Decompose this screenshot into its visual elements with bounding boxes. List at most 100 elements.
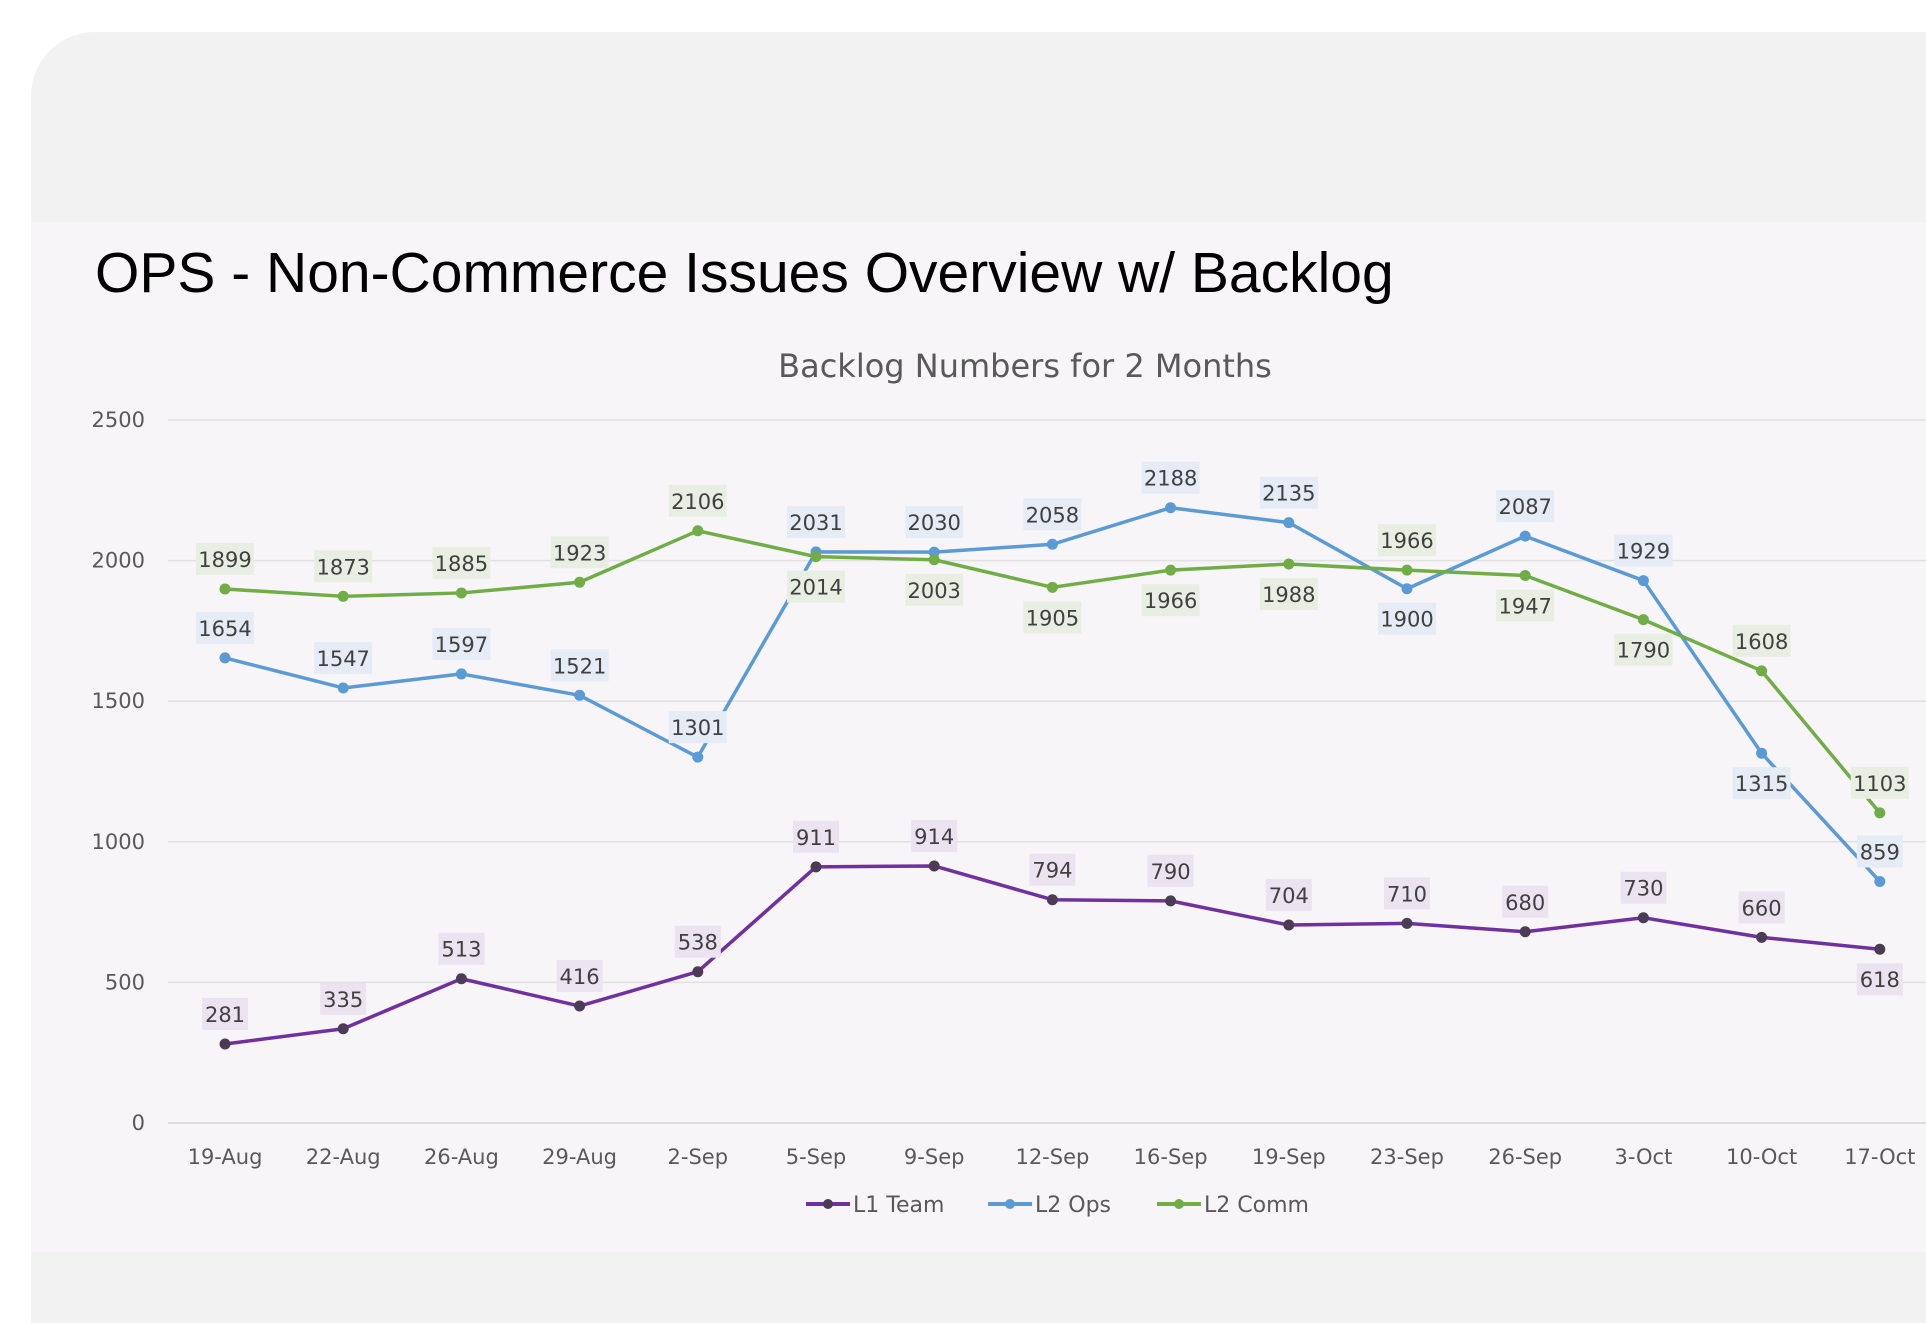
data-point-l1-team xyxy=(337,1023,349,1035)
data-label-text: 730 xyxy=(1623,877,1663,901)
data-label-text: 618 xyxy=(1860,968,1900,992)
data-label-text: 1103 xyxy=(1853,772,1906,796)
data-label-bg xyxy=(1378,602,1436,635)
data-label-text: 1947 xyxy=(1498,595,1551,619)
chart-panel xyxy=(31,222,1926,1252)
data-label-l2-ops: 1597 xyxy=(432,627,491,660)
x-tick-label: 9-Sep xyxy=(904,1145,965,1169)
legend-swatch-marker xyxy=(823,1199,833,1209)
data-label-text: 1905 xyxy=(1026,606,1079,630)
data-label-text: 2087 xyxy=(1498,495,1551,519)
data-label-l2-ops: 1654 xyxy=(196,611,254,644)
data-point-l2-ops xyxy=(1637,575,1649,587)
data-label-bg xyxy=(1141,461,1200,494)
x-axis: 19-Aug 22-Aug 26-Aug 29-Aug 2-Sep 5-Sep 9-Sep 1… xyxy=(188,1145,1916,1169)
data-point-l1-team xyxy=(1637,912,1649,924)
data-label-bg xyxy=(1259,577,1318,610)
x-tick-label: 3-Oct xyxy=(1614,1145,1672,1169)
data-label-text: 513 xyxy=(441,938,481,962)
data-label-text: 914 xyxy=(914,825,954,849)
data-point-l2-ops xyxy=(574,689,586,701)
data-label-bg xyxy=(787,505,845,538)
data-label-text: 2106 xyxy=(671,490,724,514)
data-label-bg xyxy=(314,550,373,583)
data-point-l1-team xyxy=(1874,943,1886,955)
data-label-bg xyxy=(1614,633,1673,666)
data-label-text: 1966 xyxy=(1380,529,1433,553)
data-point-l2-ops xyxy=(1283,517,1295,529)
data-point-l2-ops xyxy=(1756,747,1768,759)
data-label-l2-ops: 2087 xyxy=(1496,490,1555,523)
data-label-l2-comm: 1966 xyxy=(1378,524,1436,557)
data-label-bg xyxy=(314,641,373,674)
series-l2-comm xyxy=(219,525,1886,819)
x-tick-label: 12-Sep xyxy=(1015,1145,1089,1169)
data-label-bg xyxy=(787,570,845,603)
series-l1-team xyxy=(219,860,1886,1050)
data-point-l2-ops xyxy=(1401,583,1413,595)
data-label-l1-team: 680 xyxy=(1502,885,1549,918)
data-label-l1-team: 538 xyxy=(674,925,721,958)
data-point-l2-comm xyxy=(810,551,822,563)
data-label-text: 911 xyxy=(796,826,836,850)
data-label-l1-team: 335 xyxy=(320,982,367,1015)
y-tick-label: 1500 xyxy=(92,689,145,713)
data-labels: 281 335 513 416 538 911 914 794 790 704 710 680 730 6… xyxy=(196,461,1909,1030)
data-label-text: 1521 xyxy=(553,654,606,678)
data-label-bg xyxy=(202,997,248,1030)
chart-title: Backlog Numbers for 2 Months xyxy=(778,347,1272,385)
data-label-bg xyxy=(911,819,958,852)
data-label-text: 1899 xyxy=(198,548,251,572)
x-tick-label: 23-Sep xyxy=(1370,1145,1444,1169)
data-point-l2-ops xyxy=(928,546,940,558)
x-tick-label: 16-Sep xyxy=(1134,1145,1208,1169)
data-label-l1-team: 794 xyxy=(1029,853,1076,886)
data-label-l2-comm: 1905 xyxy=(1023,601,1082,634)
data-label-text: 281 xyxy=(205,1003,245,1027)
data-label-text: 1597 xyxy=(435,633,488,657)
data-label-l1-team: 416 xyxy=(556,960,603,993)
data-point-l2-comm xyxy=(1756,665,1768,677)
data-label-text: 1966 xyxy=(1144,589,1197,613)
legend-label: L2 Comm xyxy=(1204,1193,1309,1218)
data-label-l1-team: 704 xyxy=(1265,879,1312,912)
data-point-l1-team xyxy=(574,1000,586,1012)
data-label-bg xyxy=(1732,624,1791,657)
data-label-text: 1988 xyxy=(1262,583,1315,607)
y-tick-label: 0 xyxy=(132,1111,145,1135)
data-label-l1-team: 730 xyxy=(1620,871,1667,904)
data-point-l1-team xyxy=(928,860,940,872)
data-label-text: 538 xyxy=(678,931,718,955)
x-tick-label: 19-Sep xyxy=(1252,1145,1326,1169)
legend-item-l2-comm: L2 Comm xyxy=(1157,1193,1309,1218)
data-label-l2-ops: 859 xyxy=(1856,835,1903,868)
data-label-bg xyxy=(550,649,609,682)
data-label-l2-comm: 1988 xyxy=(1259,577,1318,610)
data-label-l2-ops: 2188 xyxy=(1141,461,1200,494)
data-point-l2-ops xyxy=(1046,538,1058,550)
y-tick-label: 1000 xyxy=(92,830,145,854)
x-tick-label: 22-Aug xyxy=(306,1145,381,1169)
data-point-l2-comm xyxy=(692,525,704,537)
legend: L1 Team L2 Ops L2 Comm xyxy=(806,1193,1309,1218)
data-label-bg xyxy=(674,925,721,958)
data-label-bg xyxy=(432,627,491,660)
data-label-l2-ops: 2135 xyxy=(1259,476,1318,509)
data-point-l2-comm xyxy=(455,587,467,599)
data-label-bg xyxy=(1856,835,1903,868)
data-label-l2-ops: 1301 xyxy=(668,711,727,744)
data-label-bg xyxy=(1496,490,1555,523)
data-point-l2-comm xyxy=(1401,564,1413,576)
y-axis: 0 500 1000 1500 2000 2500 xyxy=(92,408,145,1135)
data-point-l2-comm xyxy=(928,554,940,566)
data-label-l2-comm: 1885 xyxy=(432,546,491,579)
data-label-l2-comm: 2106 xyxy=(668,484,727,517)
data-point-l2-comm xyxy=(1165,564,1177,576)
data-label-bg xyxy=(1502,885,1549,918)
data-point-l2-comm xyxy=(574,576,586,588)
data-label-text: 1315 xyxy=(1735,772,1788,796)
data-label-text: 1923 xyxy=(553,541,606,565)
data-label-l2-comm: 1608 xyxy=(1732,624,1791,657)
data-label-l1-team: 281 xyxy=(202,997,248,1030)
data-label-text: 416 xyxy=(560,965,600,989)
